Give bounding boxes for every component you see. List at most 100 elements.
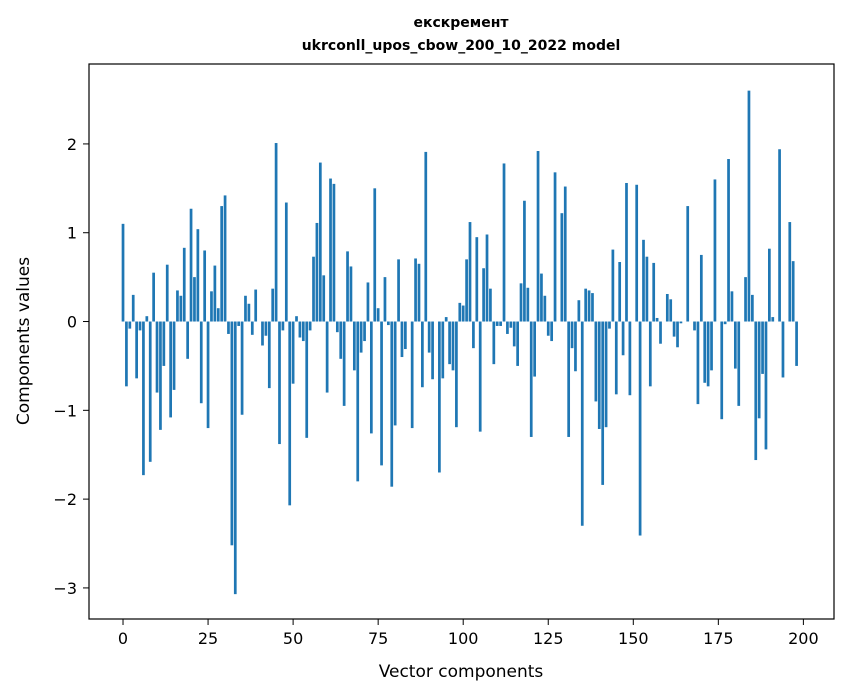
bar xyxy=(747,90,751,322)
bar xyxy=(363,321,366,342)
bar xyxy=(325,321,329,393)
bar xyxy=(369,321,373,434)
bar xyxy=(182,247,186,322)
y-axis-ticks: −3 −2 −1 0 1 2 xyxy=(53,135,89,598)
bar xyxy=(359,321,363,353)
bar xyxy=(570,321,574,349)
chart-title: екскремент xyxy=(413,15,509,31)
bar xyxy=(383,277,387,322)
bar xyxy=(142,321,145,476)
bar xyxy=(305,321,309,438)
bar xyxy=(638,321,642,536)
bar xyxy=(652,262,656,322)
bar xyxy=(223,195,227,322)
bar xyxy=(390,321,394,487)
bar xyxy=(172,321,176,390)
bar xyxy=(526,287,530,322)
bar xyxy=(618,262,622,322)
bar xyxy=(648,321,652,387)
bar xyxy=(165,264,169,322)
x-tick-label: 125 xyxy=(533,629,564,648)
bar xyxy=(213,265,217,322)
bar xyxy=(472,321,475,349)
bar xyxy=(696,321,700,405)
bar xyxy=(577,300,581,322)
bar xyxy=(332,183,336,322)
bar xyxy=(267,321,271,389)
bar xyxy=(298,321,302,338)
bar xyxy=(220,206,224,322)
bar xyxy=(669,299,673,322)
bar xyxy=(237,321,241,326)
bar xyxy=(536,151,540,322)
bar xyxy=(138,321,142,331)
bar xyxy=(264,321,268,336)
bar xyxy=(373,188,377,322)
bar xyxy=(625,182,628,322)
bar xyxy=(366,282,370,322)
bar xyxy=(679,321,683,324)
bar xyxy=(417,263,421,322)
bar xyxy=(580,321,584,526)
bar xyxy=(519,283,523,322)
bar xyxy=(611,249,615,322)
bar xyxy=(189,208,193,322)
bar xyxy=(788,222,792,322)
x-tick-label: 100 xyxy=(448,629,479,648)
bar xyxy=(546,321,550,336)
bar xyxy=(206,321,210,429)
bar xyxy=(591,293,594,322)
bar xyxy=(196,229,200,322)
bar xyxy=(329,178,332,322)
bar xyxy=(281,321,285,331)
bar xyxy=(761,321,764,374)
bar xyxy=(261,321,264,346)
bar xyxy=(335,321,339,333)
bar xyxy=(414,258,417,322)
y-tick-label: −1 xyxy=(53,401,77,420)
bar xyxy=(665,293,669,322)
bar xyxy=(512,321,516,347)
bar xyxy=(451,321,455,371)
bar xyxy=(179,295,183,322)
y-tick-label: −2 xyxy=(53,490,77,509)
bar xyxy=(240,321,244,415)
bar xyxy=(543,295,547,322)
bar xyxy=(427,321,431,353)
bar xyxy=(791,261,795,322)
bar xyxy=(152,272,155,322)
bar xyxy=(492,321,496,365)
bars-group xyxy=(121,90,798,595)
bar xyxy=(754,321,758,461)
bar xyxy=(400,321,404,358)
chart-subtitle: ukrconll_upos_cbow_200_10_2022 model xyxy=(302,38,621,54)
bar xyxy=(410,321,414,429)
bar xyxy=(291,321,295,384)
bar xyxy=(131,294,135,322)
bar xyxy=(438,321,441,473)
bar xyxy=(523,200,526,322)
bar xyxy=(346,251,349,322)
bar xyxy=(608,321,611,329)
bar xyxy=(706,321,710,387)
bar xyxy=(757,321,761,419)
bar xyxy=(727,159,730,322)
bar xyxy=(614,321,618,395)
bar xyxy=(233,321,237,595)
bar xyxy=(676,321,679,348)
bar xyxy=(315,222,319,322)
bar xyxy=(203,250,207,322)
bar xyxy=(387,321,390,326)
bar xyxy=(699,254,703,322)
bar xyxy=(155,321,159,393)
bar xyxy=(199,321,203,404)
bar xyxy=(186,321,190,359)
bar xyxy=(594,321,598,402)
x-axis-ticks: 0 25 50 75 100 125 150 175 200 xyxy=(118,619,819,648)
bar xyxy=(502,163,506,322)
bar xyxy=(135,321,138,379)
bar xyxy=(720,321,724,420)
bar xyxy=(468,222,472,322)
bar xyxy=(169,321,172,418)
bar xyxy=(563,186,567,322)
